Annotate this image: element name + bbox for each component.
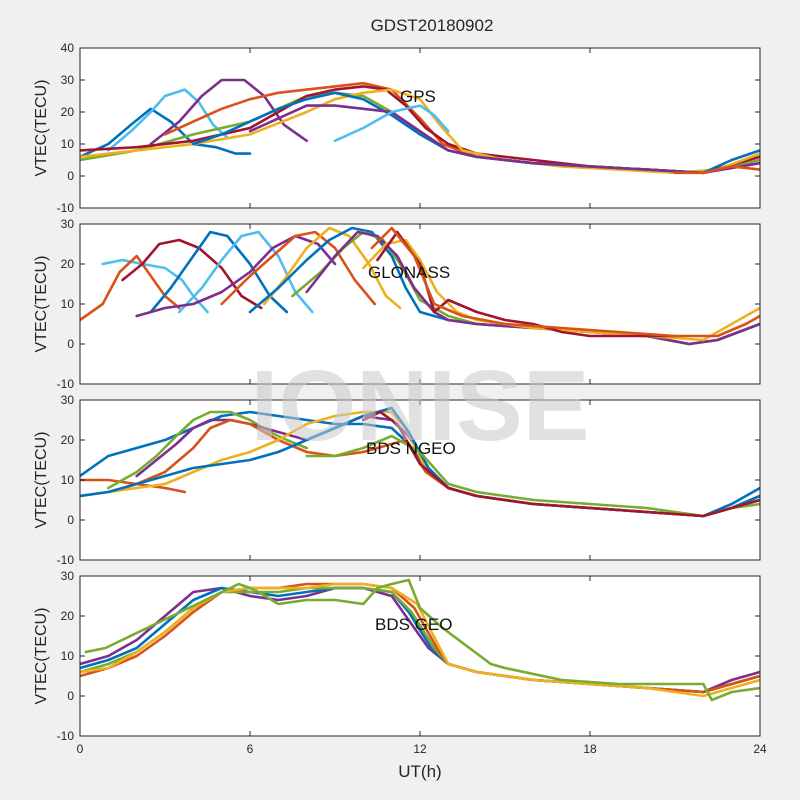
y-tick-label: 10 bbox=[61, 473, 75, 487]
series-line-4 bbox=[80, 582, 760, 698]
x-tick-label: 6 bbox=[247, 742, 254, 756]
figure-title: GDST20180902 bbox=[371, 16, 494, 35]
watermark: IONISE bbox=[251, 350, 590, 462]
series-line-2 bbox=[107, 410, 309, 490]
series-line-9 bbox=[333, 104, 450, 143]
y-tick-label: 10 bbox=[61, 649, 75, 663]
series-line-2 bbox=[121, 238, 263, 310]
panel-annotation: BDS GEO bbox=[375, 615, 452, 634]
y-tick-label: -10 bbox=[57, 553, 75, 567]
y-tick-label: 0 bbox=[67, 169, 74, 183]
y-tick-label: 0 bbox=[67, 337, 74, 351]
y-tick-label: -10 bbox=[57, 201, 75, 215]
y-tick-label: 10 bbox=[61, 297, 75, 311]
series-line-10 bbox=[305, 230, 760, 346]
y-tick-label: 10 bbox=[61, 137, 75, 151]
panel-annotation: GLONASS bbox=[368, 263, 450, 282]
series-line-8 bbox=[361, 410, 760, 518]
series-line-10 bbox=[673, 165, 760, 175]
y-tick-label: 30 bbox=[61, 569, 75, 583]
series-group bbox=[80, 78, 760, 175]
y-tick-label: 30 bbox=[61, 73, 75, 87]
series-line-8 bbox=[248, 104, 760, 175]
series-line-13 bbox=[370, 226, 760, 338]
y-axis-label: VTEC(TECU) bbox=[33, 256, 50, 353]
y-tick-label: 30 bbox=[61, 393, 75, 407]
y-tick-label: 20 bbox=[61, 105, 75, 119]
x-tick-label: 18 bbox=[583, 742, 597, 756]
x-tick-label: 12 bbox=[413, 742, 427, 756]
x-tick-label: 0 bbox=[77, 742, 84, 756]
y-tick-label: 0 bbox=[67, 513, 74, 527]
y-tick-label: -10 bbox=[57, 729, 75, 743]
series-line-1 bbox=[107, 88, 229, 152]
series-group bbox=[80, 406, 760, 518]
series-line-6 bbox=[80, 88, 760, 175]
series-line-5 bbox=[135, 234, 337, 318]
panel-2: -10 0 10 20 30 VTEC(TECU) BDS NGEO bbox=[33, 393, 761, 567]
series-line-5 bbox=[84, 578, 760, 702]
y-tick-label: 20 bbox=[61, 433, 75, 447]
series-line-6 bbox=[220, 230, 377, 306]
y-tick-label: -10 bbox=[57, 377, 75, 391]
y-axis-label: VTEC(TECU) bbox=[33, 608, 50, 705]
series-line-2 bbox=[149, 78, 309, 146]
y-axis-label: VTEC(TECU) bbox=[33, 432, 50, 529]
series-group bbox=[80, 226, 760, 346]
y-tick-label: 0 bbox=[67, 689, 74, 703]
y-tick-label: 40 bbox=[61, 41, 75, 55]
series-line-0 bbox=[80, 107, 252, 159]
plot-area bbox=[80, 48, 760, 208]
series-line-7 bbox=[262, 226, 402, 310]
plot-area bbox=[80, 576, 760, 736]
series-line-4 bbox=[177, 230, 314, 314]
y-tick-label: 30 bbox=[61, 217, 75, 231]
y-tick-label: 20 bbox=[61, 609, 75, 623]
panel-1: -10 0 10 20 30 VTEC(TECU) GLONASS bbox=[33, 217, 761, 391]
series-group bbox=[80, 578, 760, 702]
y-tick-label: 20 bbox=[61, 257, 75, 271]
panel-annotation: BDS NGEO bbox=[366, 439, 456, 458]
panel-0: -10 0 10 20 30 40 VTEC(TECU) GPS bbox=[33, 41, 761, 215]
series-line-12 bbox=[376, 230, 677, 338]
x-tick-label: 24 bbox=[753, 742, 767, 756]
panel-annotation: GPS bbox=[400, 87, 436, 106]
series-line-3 bbox=[149, 230, 289, 314]
y-axis-label: VTEC(TECU) bbox=[33, 80, 50, 177]
x-axis-label: UT(h) bbox=[398, 762, 441, 781]
